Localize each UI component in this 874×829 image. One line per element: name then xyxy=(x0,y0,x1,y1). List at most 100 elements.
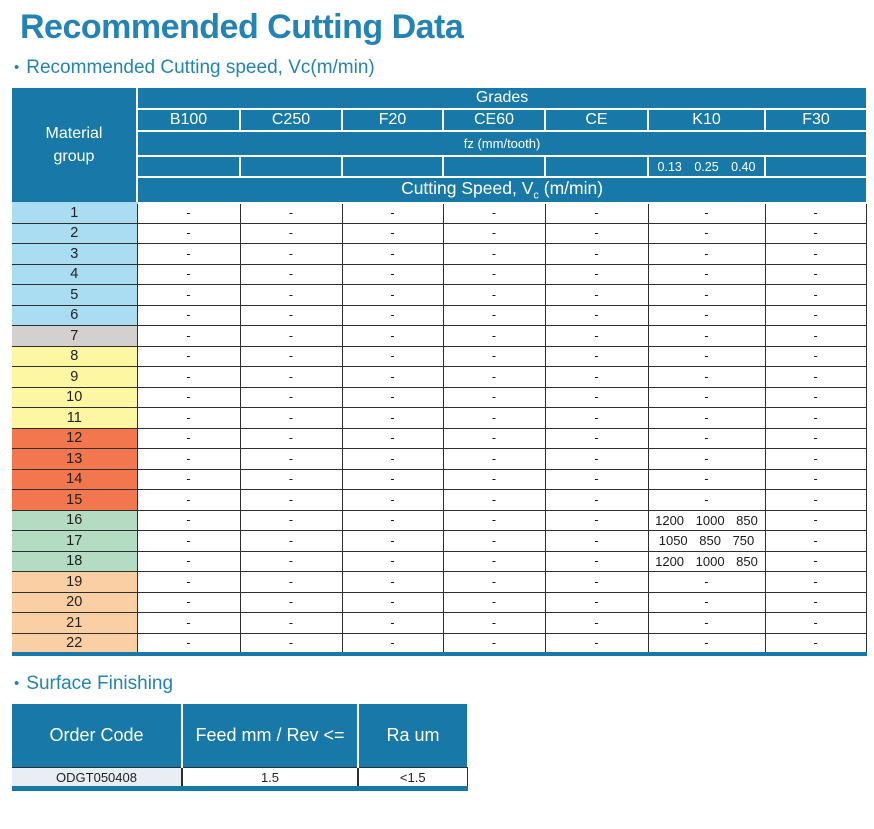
speed-cell: - xyxy=(442,345,546,367)
material-group-cell: 3 xyxy=(12,243,138,265)
speed-cell: - xyxy=(647,325,766,347)
speed-cell: - xyxy=(442,284,546,306)
material-row-17: 17- - - - -1050 850 750- xyxy=(12,530,867,552)
speed-cell: - xyxy=(442,366,546,388)
speed-cell: - xyxy=(764,284,867,306)
speed-cell: - xyxy=(239,243,343,265)
speed-cell: - xyxy=(136,222,241,244)
speed-cell: - xyxy=(647,386,766,408)
surface-table-header: Order Code Feed mm / Rev <= Ra um xyxy=(12,703,467,768)
speed-cell: - xyxy=(341,530,444,552)
speed-cell: - xyxy=(442,325,546,347)
speed-cell: - xyxy=(764,202,867,224)
surface-header-row: Order Code Feed mm / Rev <= Ra um xyxy=(12,703,467,768)
grade-column-header-k10: K10 xyxy=(647,108,766,132)
material-row-3: 3------- xyxy=(12,243,867,265)
grade-column-header-ce: CE xyxy=(544,108,649,132)
speed-cell: - xyxy=(341,509,444,531)
material-group-cell: 9 xyxy=(12,366,138,388)
speed-cell: - xyxy=(341,325,444,347)
speed-cell: - xyxy=(341,448,444,470)
speed-cell: - xyxy=(764,468,867,490)
material-group-cell: 17 xyxy=(12,530,138,552)
section-heading-cutting-speed-label: Recommended Cutting speed, Vc(m/min) xyxy=(26,57,375,78)
ra-header: Ra um xyxy=(357,703,467,768)
speed-cell: - xyxy=(764,407,867,429)
speed-cell: - xyxy=(764,304,867,326)
speed-cell: - xyxy=(442,202,546,224)
material-row-9: 9------- xyxy=(12,366,867,388)
material-group-cell: 1 xyxy=(12,202,138,224)
speed-cell: - xyxy=(341,202,444,224)
speed-cell: - xyxy=(442,632,546,656)
fz-value-cell xyxy=(137,155,241,178)
grade-columns-row: B100 C250 F20 CE60 CE K10 F30 xyxy=(12,108,867,132)
speed-cell: - xyxy=(442,530,546,552)
speed-cell: - xyxy=(647,345,766,367)
section-heading-cutting-speed: • Recommended Cutting speed, Vc(m/min) xyxy=(14,57,866,79)
speed-cell: - xyxy=(239,591,343,613)
speed-cell: - xyxy=(136,550,241,572)
speed-cell: - xyxy=(341,427,444,449)
speed-cell: - xyxy=(442,243,546,265)
material-group-header-label: Material group xyxy=(45,124,103,165)
speed-cell: 1200 1000 850 xyxy=(647,509,766,531)
grades-title-row: Material group Grades xyxy=(12,88,867,204)
speed-cell: - xyxy=(442,550,546,572)
speed-cell: - xyxy=(136,591,241,613)
speed-cell: - xyxy=(341,345,444,367)
speed-cell: - xyxy=(239,530,343,552)
grade-column-header-f30: F30 xyxy=(763,108,867,132)
speed-cell: - xyxy=(341,366,444,388)
cutting-data-table: Material group Grades B100 C250 F20 CE60… xyxy=(12,88,867,656)
order-code-header: Order Code xyxy=(12,703,183,768)
speed-cell: - xyxy=(136,263,241,285)
speed-cell: - xyxy=(647,489,766,511)
grade-column-header-f20: F20 xyxy=(341,108,444,132)
material-group-cell: 13 xyxy=(12,448,138,470)
speed-cell: - xyxy=(647,632,766,656)
speed-cell: - xyxy=(544,612,649,634)
speed-cell: - xyxy=(647,366,766,388)
speed-cell: - xyxy=(341,386,444,408)
speed-cell: - xyxy=(341,243,444,265)
speed-cell: - xyxy=(442,489,546,511)
speed-cell: - xyxy=(764,243,867,265)
speed-cell: - xyxy=(136,448,241,470)
fz-value-cell xyxy=(341,155,444,178)
material-row-18: 18- - - - -1200 1000 850- xyxy=(12,550,867,572)
material-row-13: 13- - - - - - - xyxy=(12,448,867,470)
speed-cell: - xyxy=(544,263,649,285)
speed-cell: - xyxy=(442,304,546,326)
cutting-table-body: 1-------2-------3-------4-------5-------… xyxy=(12,202,867,656)
cutting-speed-title: Cutting Speed, Vc (m/min) xyxy=(137,176,867,204)
material-group-cell: 22 xyxy=(12,632,138,656)
fz-label-row: fz (mm/tooth) xyxy=(12,130,867,157)
speed-cell: - xyxy=(764,427,867,449)
ra-value: <1.5 xyxy=(357,767,468,791)
speed-cell: - xyxy=(341,571,444,593)
surface-finishing-section: • Surface Finishing Order Code Feed mm / … xyxy=(12,673,866,791)
speed-cell: - xyxy=(647,202,766,224)
material-row-21: 21- - - - - - - xyxy=(12,612,867,634)
material-group-cell: 7 xyxy=(12,325,138,347)
speed-cell: - xyxy=(764,612,867,634)
section-heading-surface-finishing: • Surface Finishing xyxy=(14,673,866,695)
speed-cell: - xyxy=(136,366,241,388)
material-row-1: 1------- xyxy=(12,202,867,224)
speed-cell: - xyxy=(239,222,343,244)
speed-cell: - xyxy=(239,489,343,511)
speed-cell: - xyxy=(341,632,444,656)
fz-values-row: 0.13 0.25 0.40 xyxy=(12,155,867,178)
speed-cell: - xyxy=(647,571,766,593)
speed-cell: - xyxy=(239,550,343,572)
speed-cell: - xyxy=(647,263,766,285)
material-group-cell: 19 xyxy=(12,571,138,593)
speed-cell: - xyxy=(544,468,649,490)
material-group-cell: 20 xyxy=(12,591,138,613)
speed-cell: - xyxy=(136,284,241,306)
speed-cell: - xyxy=(764,448,867,470)
speed-cell: 1050 850 750 xyxy=(647,530,766,552)
material-group-cell: 14 xyxy=(12,468,138,490)
speed-cell: - xyxy=(442,263,546,285)
